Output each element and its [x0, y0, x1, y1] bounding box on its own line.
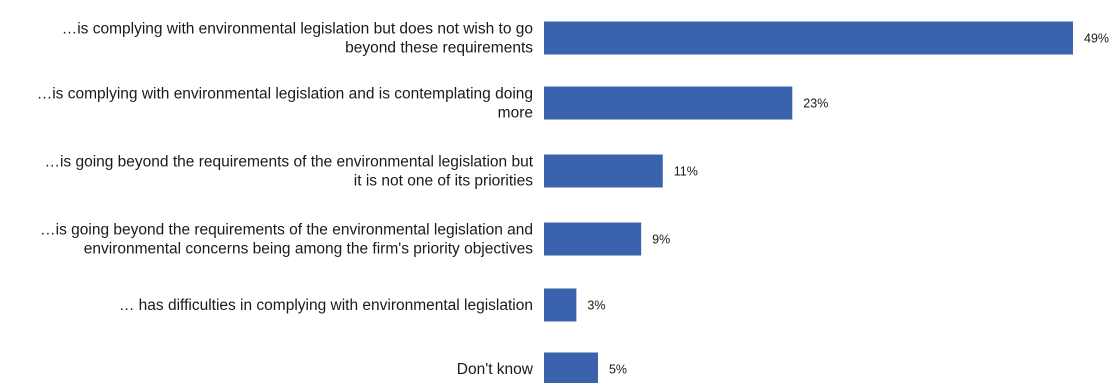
- category-label-line: … has difficulties in complying with env…: [119, 297, 533, 314]
- category-label-line: it is not one of its priorities: [354, 173, 533, 190]
- bar-5: [544, 288, 577, 322]
- value-label-6: 5%: [609, 363, 627, 377]
- value-label-4: 9%: [652, 233, 670, 247]
- category-label-6: Don't know: [457, 361, 534, 378]
- category-label-line: beyond these requirements: [345, 40, 533, 57]
- category-label-line: …is complying with environmental legisla…: [62, 21, 533, 38]
- category-label-2: …is complying with environmental legisla…: [37, 86, 533, 122]
- category-label-line: more: [498, 105, 533, 122]
- category-label-line: …is complying with environmental legisla…: [37, 86, 533, 103]
- value-label-5: 3%: [587, 299, 605, 313]
- category-label-line: environmental concerns being among the f…: [84, 241, 533, 258]
- category-label-1: …is complying with environmental legisla…: [62, 21, 534, 57]
- category-label-3: …is going beyond the requirements of the…: [44, 154, 533, 190]
- bar-6: [544, 352, 598, 383]
- value-labels-group: 49% 23% 11% 9% 3% 5%: [587, 32, 1109, 377]
- category-label-4: …is going beyond the requirements of the…: [40, 222, 533, 258]
- value-label-3: 11%: [674, 165, 698, 179]
- bar-2: [544, 86, 793, 120]
- bar-4: [544, 222, 642, 256]
- bars-group: [544, 21, 1073, 383]
- category-label-line: …is going beyond the requirements of the…: [40, 222, 533, 239]
- value-label-1: 49%: [1084, 32, 1109, 46]
- category-labels-group: …is complying with environmental legisla…: [37, 21, 534, 379]
- category-label-5: … has difficulties in complying with env…: [119, 297, 533, 314]
- category-label-line: Don't know: [457, 361, 534, 378]
- value-label-2: 23%: [803, 97, 828, 111]
- bar-3: [544, 154, 663, 188]
- category-label-line: …is going beyond the requirements of the…: [44, 154, 533, 171]
- bar-1: [544, 21, 1073, 55]
